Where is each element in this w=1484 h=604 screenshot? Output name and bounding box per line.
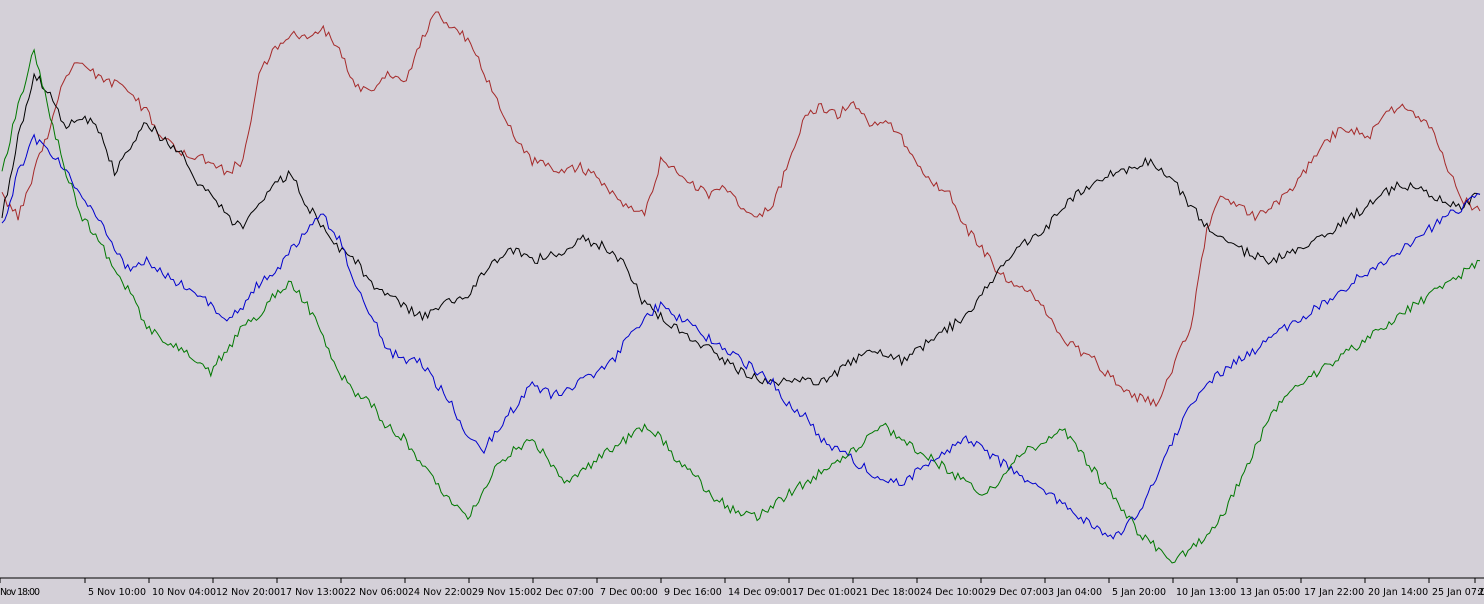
x-tick-label: 17 Nov 13:00 [280,587,344,598]
series-line-1 [1,11,1481,408]
x-tick-label: 9 Dec 16:00 [664,587,722,598]
x-tick-label: 17 Dec 01:00 [792,587,856,598]
x-tick-label: 5 Nov 10:00 [88,587,146,598]
x-tick-label: Nov 18:00 [0,587,40,598]
x-tick-label: 12 Nov 20:00 [216,587,280,598]
x-tick-label: 5 Jan 20:00 [1112,587,1166,598]
series-line-3 [1,133,1481,540]
x-tick-label: 24 Nov 22:00 [408,587,472,598]
x-tick-label: 3 Jan 04:00 [1048,587,1102,598]
x-tick-label: 10 Nov 04:00 [152,587,216,598]
x-tick-label: 29 Dec 07:00 [984,587,1048,598]
x-axis-ticks: Nov 18:00 5 Nov 10:00 10 Nov 04:00 12 Nov 2… [0,578,1484,598]
x-tick-label: 13 Jan 05:00 [1240,587,1300,598]
x-tick-label: 25 Jan 07:00 [1432,587,1484,598]
x-tick-label: 14 Dec 09:00 [728,587,792,598]
series-layer [1,11,1481,564]
x-tick-label: 22 Nov 06:00 [344,587,408,598]
series-line-4 [1,48,1481,564]
x-tick-label: 27 Jan [1478,587,1484,598]
x-tick-label: 21 Dec 18:00 [856,587,920,598]
x-tick-label: 10 Jan 13:00 [1176,587,1236,598]
x-tick-label: 2 Dec 07:00 [536,587,594,598]
x-tick-label: 24 Dec 10:00 [920,587,984,598]
x-tick-label: 29 Nov 15:00 [472,587,536,598]
x-tick-label: 20 Jan 14:00 [1368,587,1428,598]
series-line-2 [1,72,1481,387]
x-tick-label: 7 Dec 00:00 [600,587,658,598]
x-tick-label: 17 Jan 22:00 [1304,587,1364,598]
